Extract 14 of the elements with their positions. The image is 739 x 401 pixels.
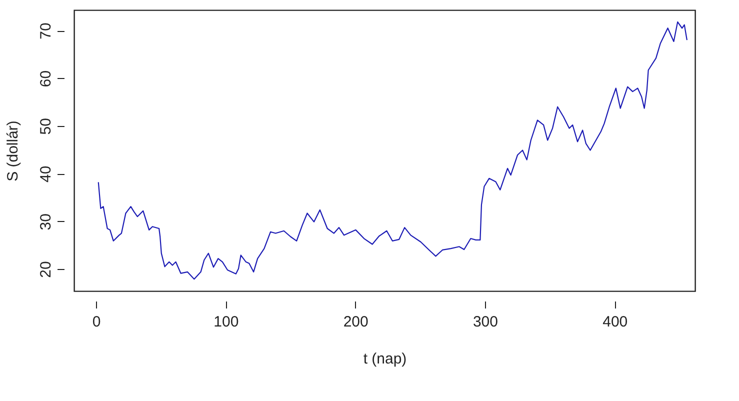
x-tick-label: 100 (214, 314, 239, 330)
line-series (98, 21, 688, 280)
x-tick-label: 0 (92, 314, 101, 330)
y-tick-label: 30 (38, 214, 54, 230)
y-tick-label: 70 (38, 22, 54, 40)
y-axis-title: S (dollár) (4, 120, 22, 182)
x-tick-label: 400 (602, 314, 628, 330)
y-tick-label: 20 (38, 261, 54, 278)
y-tick-label: 60 (38, 70, 54, 88)
x-tick-label: 200 (343, 314, 368, 330)
x-axis-title: t (nap) (363, 350, 407, 368)
x-tick-label: 300 (472, 314, 498, 330)
y-tick-label: 40 (38, 166, 54, 182)
y-tick-label: 50 (38, 118, 54, 135)
